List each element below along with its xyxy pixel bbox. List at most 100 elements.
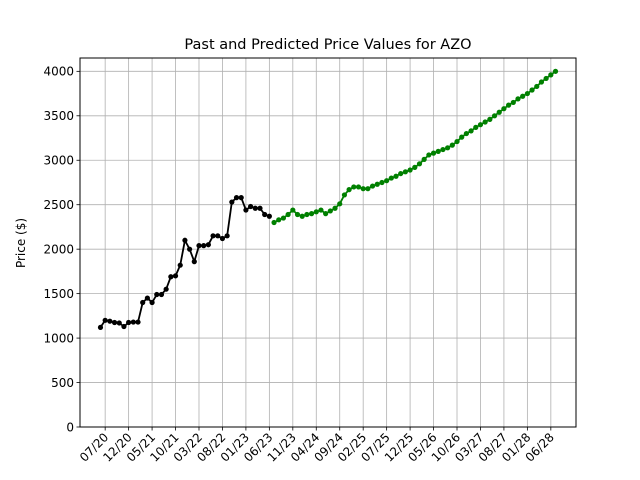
data-point-predicted — [449, 142, 455, 148]
data-point-predicted — [280, 215, 287, 221]
data-point-predicted — [520, 93, 526, 99]
data-point-past — [107, 318, 113, 324]
data-point-predicted — [374, 181, 380, 187]
data-point-past — [248, 203, 254, 210]
data-point-predicted — [271, 219, 277, 226]
data-point-past — [182, 237, 188, 243]
data-point-past — [243, 207, 249, 213]
data-point-past — [172, 273, 179, 279]
data-point-predicted — [276, 217, 282, 223]
data-point-predicted — [468, 128, 474, 134]
data-point-past — [266, 213, 272, 219]
data-point-predicted — [506, 102, 512, 108]
y-tick-label: 2500 — [43, 198, 74, 212]
data-point-predicted — [477, 122, 484, 128]
data-point-predicted — [463, 130, 469, 137]
data-point-predicted — [304, 211, 310, 218]
data-point-predicted — [487, 116, 493, 122]
data-point-past — [168, 274, 174, 280]
data-point-past — [130, 319, 136, 325]
data-point-predicted — [337, 201, 343, 207]
y-tick-label: 500 — [51, 376, 74, 390]
data-point-predicted — [510, 99, 516, 106]
data-point-past — [191, 259, 197, 265]
data-point-predicted — [384, 178, 390, 184]
data-point-past — [163, 286, 169, 292]
y-tick-label: 3500 — [43, 109, 74, 123]
y-tick-label: 0 — [66, 420, 74, 434]
y-tick-label: 4000 — [43, 65, 74, 79]
data-point-predicted — [412, 164, 418, 170]
data-point-predicted — [351, 184, 357, 190]
data-point-predicted — [426, 152, 432, 158]
data-point-predicted — [496, 109, 502, 115]
data-point-predicted — [552, 68, 559, 74]
data-point-past — [154, 291, 160, 298]
data-point-predicted — [332, 205, 338, 211]
data-point-past — [158, 291, 165, 298]
data-point-past — [126, 319, 132, 326]
data-point-past — [187, 246, 193, 252]
data-point-predicted — [355, 184, 362, 190]
data-point-predicted — [393, 173, 399, 179]
data-point-predicted — [346, 187, 352, 193]
series-past — [97, 195, 272, 331]
data-point-past — [111, 319, 118, 326]
data-point-predicted — [524, 90, 530, 97]
data-point-past — [262, 211, 268, 218]
y-tick-label: 2000 — [43, 242, 74, 256]
data-point-past — [252, 205, 258, 211]
data-point-predicted — [440, 146, 446, 153]
data-point-predicted — [459, 134, 465, 140]
data-point-predicted — [491, 113, 498, 119]
data-point-past — [205, 242, 211, 248]
data-point-predicted — [341, 192, 348, 198]
data-point-predicted — [318, 207, 324, 213]
grid-lines — [80, 58, 576, 428]
y-tick-label: 1500 — [43, 287, 74, 301]
data-point-predicted — [323, 211, 329, 217]
data-point-predicted — [294, 211, 301, 218]
data-point-past — [140, 299, 146, 306]
data-point-past — [224, 233, 230, 239]
y-axis-ticks: 0 500 1000 1500 2000 2500 3000 3500 4000 — [43, 65, 80, 434]
y-tick-label: 1000 — [43, 331, 74, 345]
data-point-predicted — [299, 213, 305, 219]
data-point-predicted — [543, 75, 549, 82]
data-point-predicted — [454, 138, 460, 145]
data-point-past — [210, 233, 216, 239]
data-point-past — [233, 195, 240, 201]
data-point-past — [97, 324, 104, 331]
data-point-predicted — [402, 169, 408, 175]
data-point-predicted — [365, 186, 371, 192]
data-point-predicted — [407, 167, 413, 173]
data-point-predicted — [482, 119, 488, 125]
data-point-past — [102, 317, 108, 323]
y-tick-label: 3000 — [43, 154, 74, 168]
data-point-predicted — [421, 156, 427, 162]
data-point-past — [196, 243, 202, 249]
series-predicted — [271, 68, 559, 226]
data-point-past — [135, 319, 141, 325]
data-point-predicted — [473, 124, 479, 130]
data-point-predicted — [369, 183, 376, 189]
chart-title: Past and Predicted Price Values for AZO — [184, 37, 471, 53]
data-point-past — [144, 295, 150, 301]
data-point-predicted — [416, 161, 423, 167]
data-point-predicted — [515, 96, 521, 102]
data-point-predicted — [534, 83, 540, 90]
data-point-predicted — [285, 211, 291, 218]
data-point-past — [121, 323, 127, 330]
plot-area-frame — [79, 57, 577, 428]
data-point-predicted — [445, 145, 451, 151]
series-layer — [97, 68, 559, 331]
data-point-past — [219, 235, 226, 242]
data-point-past — [149, 299, 155, 306]
data-point-past — [177, 262, 183, 268]
data-point-predicted — [548, 72, 554, 78]
data-point-predicted — [501, 106, 507, 112]
data-point-past — [116, 320, 122, 326]
data-point-predicted — [435, 148, 441, 154]
